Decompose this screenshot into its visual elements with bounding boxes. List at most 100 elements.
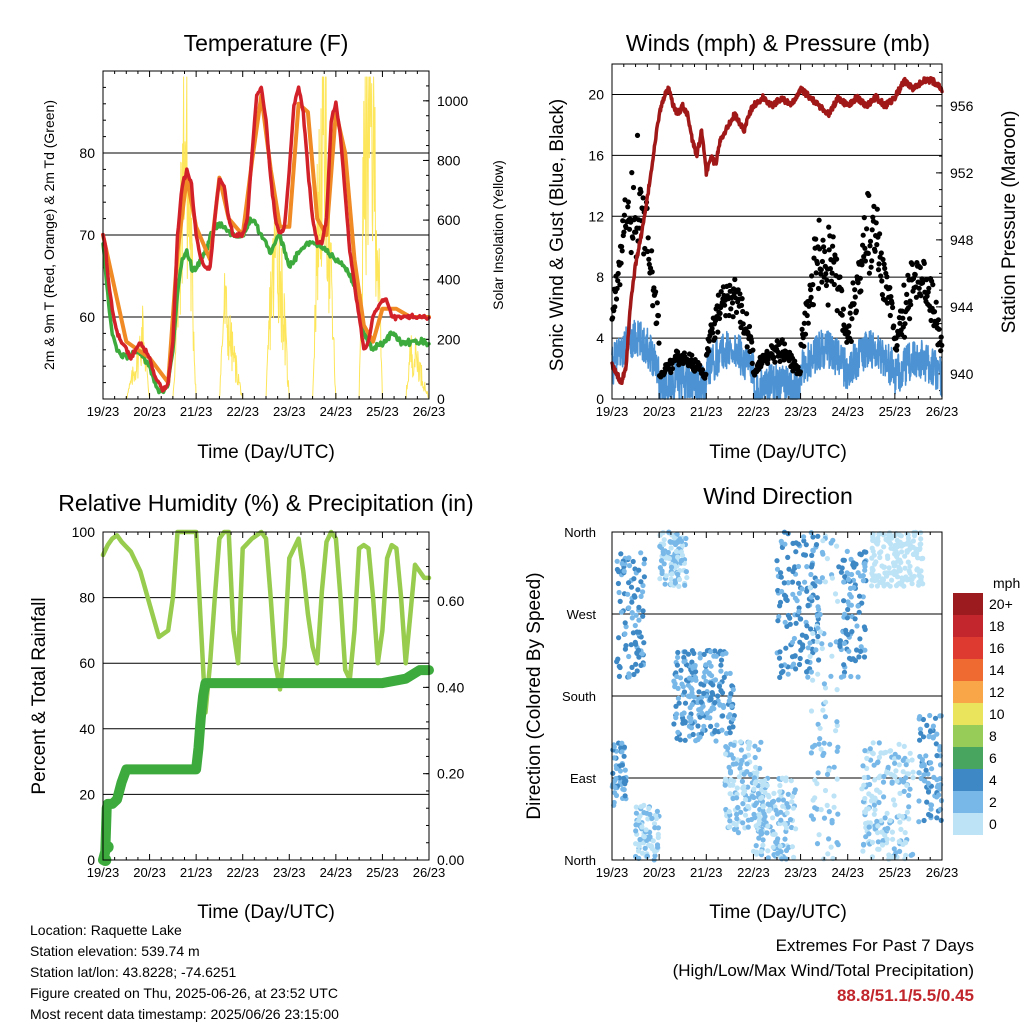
gust-point — [881, 261, 887, 267]
direction-point — [844, 548, 850, 555]
gust-point — [808, 287, 814, 293]
dewpoint-2m-line — [101, 216, 431, 395]
direction-point — [750, 848, 757, 854]
direction-point — [783, 645, 789, 651]
direction-point — [673, 715, 679, 721]
direction-point — [782, 836, 788, 842]
direction-point — [666, 555, 673, 562]
direction-point — [711, 653, 717, 659]
direction-point — [708, 663, 714, 669]
x-tick-label: 20/23 — [133, 865, 166, 880]
direction-point — [770, 844, 776, 850]
direction-point — [708, 723, 714, 730]
direction-point — [739, 778, 746, 785]
gust-point — [918, 293, 924, 299]
direction-point — [785, 612, 792, 619]
direction-point — [791, 661, 797, 667]
gust-point — [718, 289, 724, 295]
direction-point — [871, 811, 877, 817]
gust-point — [808, 294, 814, 300]
direction-point — [776, 797, 782, 803]
gust-point — [859, 262, 865, 268]
gust-point — [621, 212, 628, 218]
direction-point — [708, 680, 714, 686]
direction-point — [834, 722, 840, 729]
direction-point — [875, 830, 881, 836]
direction-point — [633, 828, 639, 834]
direction-point — [796, 661, 803, 668]
direction-point — [881, 544, 887, 550]
direction-point — [783, 775, 789, 781]
direction-point — [885, 581, 891, 587]
y-tick-label: 20 — [79, 786, 95, 802]
direction-point — [621, 744, 628, 750]
legend-swatch — [953, 615, 983, 637]
direction-point — [641, 834, 647, 840]
gust-point — [889, 300, 895, 306]
gust-point — [907, 316, 913, 322]
gust-point — [827, 266, 834, 272]
legend-label: 6 — [989, 750, 997, 766]
gust-point — [866, 270, 873, 276]
direction-point — [646, 805, 652, 812]
gust-point — [715, 292, 722, 298]
direction-point — [616, 635, 622, 641]
direction-point — [804, 623, 810, 629]
gust-point — [818, 267, 824, 273]
gust-point — [722, 302, 728, 308]
direction-point — [892, 756, 898, 762]
x-tick-label: 23/23 — [784, 404, 817, 419]
y2-tick-label: 200 — [437, 331, 461, 347]
direction-point — [745, 803, 751, 810]
direction-point — [860, 848, 866, 854]
direction-point — [778, 574, 784, 580]
sonic-wind-line — [611, 319, 943, 400]
direction-point — [636, 567, 642, 573]
gust-point — [837, 274, 843, 280]
direction-point — [789, 639, 796, 645]
gust-point — [744, 311, 750, 317]
direction-point — [709, 673, 715, 679]
direction-point — [933, 741, 939, 747]
direction-point — [891, 563, 897, 569]
temperature-2m-line — [101, 85, 431, 393]
direction-point — [774, 850, 781, 857]
gust-point — [844, 339, 850, 345]
direction-point — [739, 757, 745, 764]
direction-point — [889, 829, 896, 835]
direction-point — [619, 762, 626, 768]
direction-point — [713, 738, 719, 744]
direction-point — [778, 809, 784, 815]
direction-point — [765, 801, 771, 807]
direction-point — [633, 641, 639, 647]
direction-point — [909, 581, 915, 587]
gust-point — [634, 132, 641, 138]
direction-point — [849, 629, 855, 635]
direction-point — [807, 584, 813, 591]
direction-point — [613, 775, 619, 782]
direction-point — [642, 556, 648, 562]
direction-point — [851, 584, 857, 591]
y-tick-label: West — [567, 607, 597, 622]
gust-point — [697, 362, 703, 368]
direction-point — [618, 609, 625, 615]
direction-point — [888, 748, 894, 754]
direction-point — [782, 541, 788, 547]
direction-point — [916, 568, 923, 575]
direction-point — [678, 557, 685, 564]
direction-point — [676, 583, 682, 590]
direction-point — [741, 784, 747, 790]
direction-point — [737, 765, 743, 771]
temperature-title: Temperature (F) — [184, 30, 349, 56]
direction-point — [924, 722, 930, 729]
gust-point — [882, 265, 888, 271]
direction-point — [655, 844, 661, 850]
direction-point — [843, 627, 849, 634]
gust-point — [730, 314, 736, 320]
direction-point — [782, 619, 788, 625]
direction-point — [916, 572, 922, 578]
direction-point — [903, 840, 909, 846]
gust-point — [810, 282, 816, 288]
direction-point — [902, 830, 908, 836]
direction-point — [810, 677, 816, 683]
